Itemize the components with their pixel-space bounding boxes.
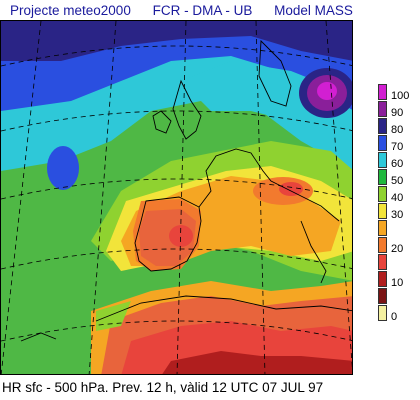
map-footer: HR sfc - 500 hPa. Prev. 12 h, vàlid 12 U… (2, 380, 324, 395)
legend-swatch (378, 254, 387, 270)
legend-item: 50 (378, 169, 420, 187)
legend-item: 70 (378, 135, 420, 153)
legend-swatch (378, 203, 387, 219)
legend-swatch (378, 152, 387, 168)
legend-label: 40 (391, 192, 404, 204)
legend-item: 80 (378, 118, 420, 136)
humidity-zone-coast (96, 301, 131, 331)
legend-swatch (378, 118, 387, 134)
legend-item (378, 288, 420, 304)
legend-item (378, 220, 420, 236)
coast-britain (172, 79, 202, 140)
coast-africa (95, 295, 352, 322)
legend-item: 20 (378, 237, 420, 255)
humidity-zone-sahara (162, 351, 352, 374)
humidity-map (0, 20, 353, 375)
map-title: Projecte meteo2000 FCR - DMA - UB Model … (10, 2, 353, 20)
legend-swatch (378, 84, 387, 100)
humidity-blob-baltic-100 (317, 82, 337, 100)
legend-swatch (378, 135, 387, 151)
parallel-3 (1, 178, 352, 200)
legend-swatch (378, 271, 387, 287)
meridian-1 (1, 21, 42, 374)
parallel-4 (1, 248, 352, 270)
legend-swatch (378, 186, 387, 202)
legend-label: 20 (391, 243, 404, 255)
coast-ireland (152, 110, 172, 134)
humidity-blob-atlantic (47, 146, 79, 190)
coast-france (198, 148, 340, 222)
legend-label: 10 (391, 277, 404, 289)
legend-swatch (378, 288, 387, 304)
legend-item: 40 (378, 186, 420, 204)
coast-italy (300, 220, 327, 284)
legend-item: 10 (378, 271, 420, 289)
legend-swatch (378, 237, 387, 253)
map-canvas (1, 21, 352, 374)
legend-label: 50 (391, 175, 404, 187)
legend-label: 70 (391, 141, 404, 153)
legend-item: 60 (378, 152, 420, 170)
legend-label: 60 (391, 158, 404, 170)
legend-item (378, 254, 420, 270)
legend-label: 80 (391, 124, 404, 136)
legend-label: 0 (391, 311, 398, 323)
legend-item: 0 (378, 305, 420, 323)
humidity-zone-80 (1, 21, 352, 61)
legend-label: 30 (391, 209, 404, 221)
legend-swatch (378, 101, 387, 117)
humidity-core-alps (279, 182, 303, 196)
legend-swatch (378, 305, 387, 321)
legend-swatch (378, 220, 387, 236)
project-name: Projecte meteo2000 (10, 3, 131, 18)
model-name: Model MASS (274, 3, 353, 18)
legend-swatch (378, 169, 387, 185)
parallel-2 (1, 110, 352, 132)
coast-scandinavia (258, 39, 292, 107)
graticule (1, 21, 352, 374)
humidity-core-iberia (169, 225, 193, 247)
legend-item: 90 (378, 101, 420, 119)
coast-iberia (134, 196, 202, 272)
humidity-zone-iberia-dry (139, 209, 196, 266)
color-legend: 100 90 80 70 60 50 40 30 20 10 0 (378, 84, 420, 329)
parallel-5 (1, 320, 352, 342)
institution-name: FCR - DMA - UB (152, 3, 253, 18)
legend-item: 30 (378, 203, 420, 221)
legend-label: 100 (391, 90, 410, 102)
legend-label: 90 (391, 107, 404, 119)
legend-item: 100 (378, 84, 420, 102)
coastlines (20, 39, 352, 342)
parallel-1 (1, 45, 352, 67)
